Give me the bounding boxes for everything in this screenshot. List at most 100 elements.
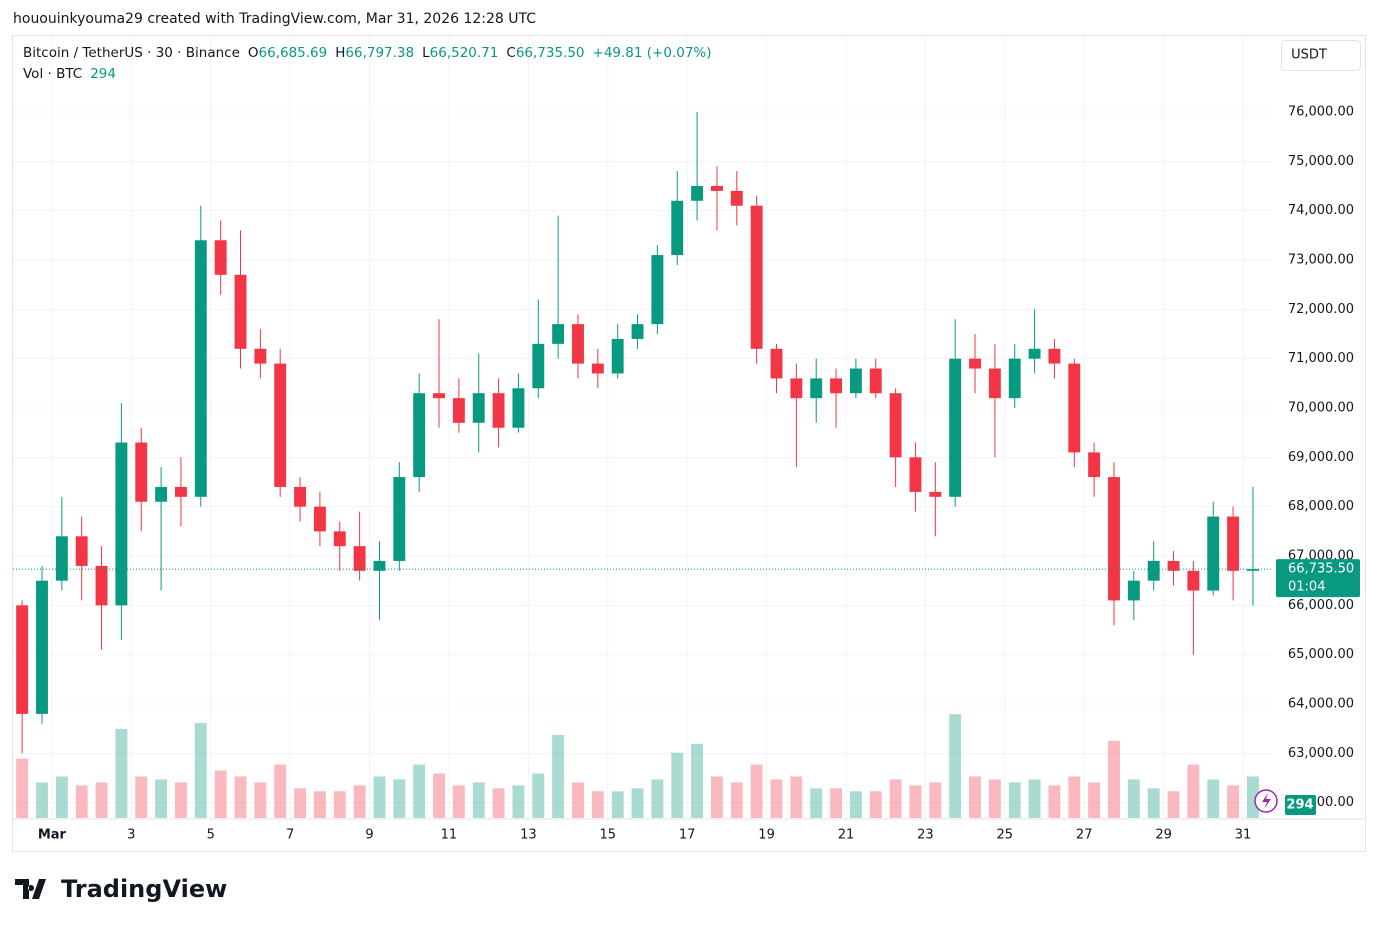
volume-bar — [452, 785, 465, 818]
volume-bar — [16, 758, 29, 818]
volume-bar — [194, 723, 207, 818]
body — [830, 378, 843, 394]
y-tick-label: 71,000.00 — [1288, 351, 1354, 366]
body — [869, 368, 882, 394]
volume-bar — [969, 776, 981, 818]
body — [333, 531, 346, 547]
volume-bar — [790, 776, 803, 818]
body — [969, 358, 981, 369]
ohlc-key: C — [506, 45, 516, 61]
x-tick-label: 15 — [599, 828, 616, 843]
legend-symbol: Bitcoin / TetherUS · 30 · Binance O 66,68… — [23, 45, 712, 61]
volume-bar — [294, 788, 307, 818]
volume-bar — [1068, 776, 1081, 818]
y-tick-label: 72,000.00 — [1288, 302, 1354, 317]
volume-bar — [1008, 782, 1021, 818]
y-tick-label: 65,000.00 — [1288, 647, 1354, 662]
grid — [13, 36, 1272, 818]
volume — [16, 714, 1259, 818]
bolt — [1262, 793, 1271, 809]
y-tick-label: 75,000.00 — [1288, 154, 1354, 169]
volume-bar — [55, 776, 68, 818]
y-tick-label: 73,000.00 — [1288, 252, 1354, 267]
volume-label: Vol · BTC — [23, 66, 83, 82]
ohlc-value: 66,735.50 — [515, 45, 585, 61]
volume-bar — [572, 782, 584, 818]
frame — [12, 35, 1366, 852]
currency-button[interactable] — [1281, 40, 1361, 71]
ohlc-key: O — [247, 45, 259, 61]
body — [1246, 569, 1259, 571]
countdown: 01:04 — [1288, 580, 1325, 595]
body — [1147, 560, 1160, 581]
body — [631, 324, 644, 339]
last-price-badge — [1276, 559, 1360, 598]
y-tick-label: 68,000.00 — [1288, 499, 1354, 514]
body — [512, 388, 525, 428]
body — [55, 536, 68, 581]
y-tick-label: 74,000.00 — [1288, 203, 1354, 218]
ohlc-key: L — [422, 45, 430, 61]
volume-bar — [492, 788, 505, 818]
body — [710, 185, 723, 191]
body — [254, 348, 267, 364]
y-tick-label: 70,000.00 — [1288, 401, 1354, 416]
volume-bar — [1246, 776, 1259, 818]
volume-bar — [472, 782, 485, 818]
body — [671, 200, 684, 256]
x-tick-label: 5 — [207, 828, 215, 843]
body — [16, 605, 29, 714]
volume-bar — [631, 788, 644, 818]
body — [849, 368, 862, 394]
volume-bar — [552, 734, 565, 818]
x-tick-label: 31 — [1235, 828, 1252, 843]
body — [294, 486, 307, 507]
volume-bar — [909, 785, 922, 818]
x-tick-label: 19 — [758, 828, 775, 843]
body — [36, 580, 48, 714]
body — [1088, 452, 1101, 478]
volume-bar — [393, 779, 406, 818]
body — [194, 240, 207, 497]
body — [1207, 516, 1220, 591]
ohlc: O 66,685.69 H 66,797.38 L 66,520.71 C 66,735.50 — [240, 45, 585, 61]
body — [1068, 363, 1081, 453]
volume-bar — [591, 791, 604, 818]
volume-bar — [730, 782, 743, 818]
body — [770, 348, 783, 379]
volume-bar — [770, 779, 783, 818]
body — [174, 486, 187, 497]
volume-bar — [36, 782, 48, 818]
volume-bar — [274, 764, 287, 818]
volume-bar — [810, 788, 823, 818]
body — [492, 393, 505, 428]
body — [810, 378, 823, 399]
logo — [15, 879, 46, 899]
volume-bar — [1187, 764, 1200, 818]
ohlc-key: H — [335, 45, 346, 61]
volume-bar — [889, 779, 902, 818]
body — [95, 565, 108, 606]
volume-bar — [1088, 782, 1101, 818]
body — [790, 378, 803, 399]
volume-bar — [75, 785, 88, 818]
body — [135, 442, 148, 502]
x-tick-label: 11 — [441, 828, 458, 843]
volume-bar — [830, 788, 843, 818]
x-tick-label: 27 — [1076, 828, 1093, 843]
x-tick-label: Mar — [38, 828, 67, 843]
x-tick-label: 3 — [127, 828, 135, 843]
credit: hououinkyouma29 created with TradingView… — [13, 11, 536, 27]
ohlc-value: 66,685.69 — [258, 45, 328, 61]
volume-bar — [413, 764, 426, 818]
volume-bar — [313, 791, 326, 818]
body — [433, 393, 445, 399]
currency[interactable]: USDT — [1291, 48, 1327, 63]
x-tick-label: 13 — [520, 828, 537, 843]
volume-bar — [512, 785, 525, 818]
y-tick-label: 76,000.00 — [1288, 104, 1354, 119]
volume-bar — [234, 776, 247, 818]
volume-bar — [710, 776, 723, 818]
volume-bar — [651, 779, 664, 818]
